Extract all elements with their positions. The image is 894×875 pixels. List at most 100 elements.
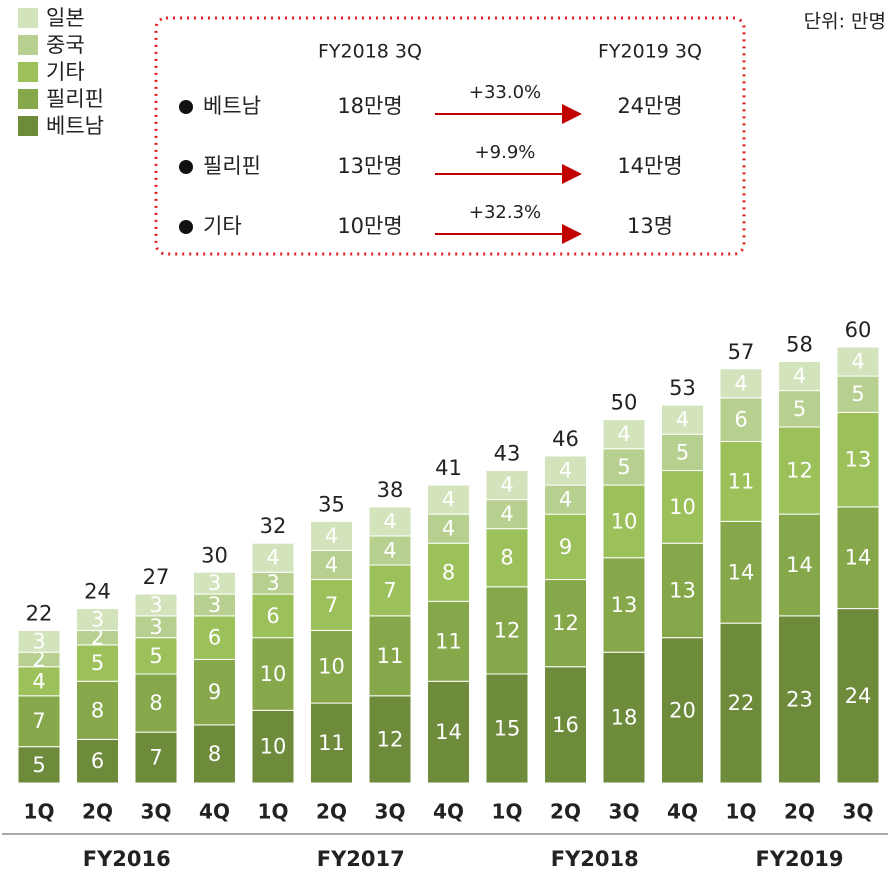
segment-label: 5 (91, 651, 104, 675)
segment-label: 4 (325, 553, 338, 577)
x-tick-label: 4Q (667, 800, 698, 824)
segment-label: 10 (611, 509, 638, 533)
segment-label: 4 (793, 364, 806, 388)
segment-label: 14 (728, 560, 755, 584)
segment-label: 4 (383, 538, 396, 562)
segment-label: 7 (383, 578, 396, 602)
bar-segment (836, 346, 880, 377)
bar-segment (661, 404, 704, 435)
x-tick-label: 2Q (82, 800, 113, 824)
x-tick-label: 2Q (784, 800, 815, 824)
bar-segment (544, 484, 587, 515)
bar-segment (778, 426, 821, 515)
segment-label: 20 (669, 698, 696, 722)
segment-label: 5 (149, 644, 162, 668)
segment-label: 4 (500, 502, 513, 526)
bar-segment (836, 506, 880, 610)
segment-label: 3 (32, 629, 45, 653)
legend-label: 필리핀 (46, 87, 104, 111)
segment-label: 14 (786, 553, 813, 577)
segment-label: 5 (32, 753, 45, 777)
legend-swatch (18, 8, 38, 28)
bar-segment (76, 608, 119, 631)
x-tick-label: 1Q (726, 800, 757, 824)
row-name: 베트남 (203, 94, 261, 118)
bar-segment (310, 549, 353, 581)
segment-label: 16 (552, 713, 579, 737)
segment-label: 22 (728, 691, 755, 715)
bar-segment (661, 433, 704, 472)
x-tick-label: 3Q (609, 800, 640, 824)
segment-label: 3 (149, 593, 162, 617)
x-tick-label: 2Q (550, 800, 581, 824)
bar-segment (778, 615, 821, 784)
segment-label: 7 (32, 709, 45, 733)
segment-label: 3 (266, 571, 279, 595)
row-to: 13명 (627, 214, 673, 238)
segment-label: 4 (559, 488, 572, 512)
bar-segment (836, 608, 880, 784)
bar-segment (193, 615, 236, 660)
total-label: 46 (552, 427, 579, 451)
bar-segment (485, 470, 529, 501)
row-change: +33.0% (469, 82, 541, 103)
bar-segment (719, 520, 763, 624)
bar-segment (719, 397, 763, 442)
segment-label: 12 (377, 727, 404, 751)
bar-segment (602, 651, 646, 784)
segment-label: 4 (851, 350, 864, 374)
bar-segment (836, 411, 880, 508)
bar-segment (778, 513, 821, 617)
bar-segment (602, 484, 646, 559)
x-tick-label: 3Q (375, 800, 406, 824)
row-change: +9.9% (475, 142, 536, 163)
bar-segment (719, 368, 763, 399)
segment-label: 3 (149, 615, 162, 639)
segment-label: 18 (611, 706, 638, 730)
bar-segment (427, 600, 470, 682)
x-tick-label: 1Q (258, 800, 289, 824)
bar-segment (485, 673, 529, 784)
bar-segment (76, 644, 119, 682)
row-to: 24만명 (617, 94, 682, 118)
legend-swatch (18, 62, 38, 82)
segment-label: 23 (786, 687, 813, 711)
summary-header: FY2018 3Q (318, 41, 422, 63)
segment-label: 11 (318, 731, 345, 755)
total-label: 22 (26, 601, 53, 625)
segment-label: 8 (91, 698, 104, 722)
segment-label: 5 (851, 382, 864, 406)
segment-label: 11 (435, 629, 462, 653)
segment-label: 14 (845, 546, 872, 570)
total-label: 50 (611, 391, 638, 415)
segment-label: 4 (383, 509, 396, 533)
total-label: 57 (728, 340, 755, 364)
row-from: 10만명 (337, 214, 402, 238)
segment-label: 9 (208, 680, 221, 704)
segment-label: 8 (500, 546, 513, 570)
bar-segment (251, 542, 295, 573)
bar-segment (134, 673, 178, 733)
segment-label: 12 (786, 459, 813, 483)
bar-segment (76, 680, 119, 740)
x-tick-label: 1Q (24, 800, 55, 824)
bar-segment (544, 455, 587, 486)
segment-label: 3 (208, 571, 221, 595)
x-tick-label: 3Q (141, 800, 172, 824)
bar-segment (134, 593, 178, 617)
segment-label: 12 (494, 618, 521, 642)
bar-segment (778, 361, 821, 392)
segment-label: 7 (325, 593, 338, 617)
segment-label: 3 (91, 608, 104, 632)
segment-label: 8 (208, 742, 221, 766)
segment-label: 24 (845, 684, 872, 708)
bar-segment (544, 666, 587, 784)
segment-label: 6 (208, 626, 221, 650)
segment-label: 15 (494, 717, 521, 741)
row-change: +32.3% (469, 202, 541, 223)
bar-segment (310, 520, 353, 551)
segment-label: 10 (260, 735, 287, 759)
x-tick-label: 3Q (843, 800, 874, 824)
segment-label: 9 (559, 535, 572, 559)
segment-label: 11 (377, 644, 404, 668)
